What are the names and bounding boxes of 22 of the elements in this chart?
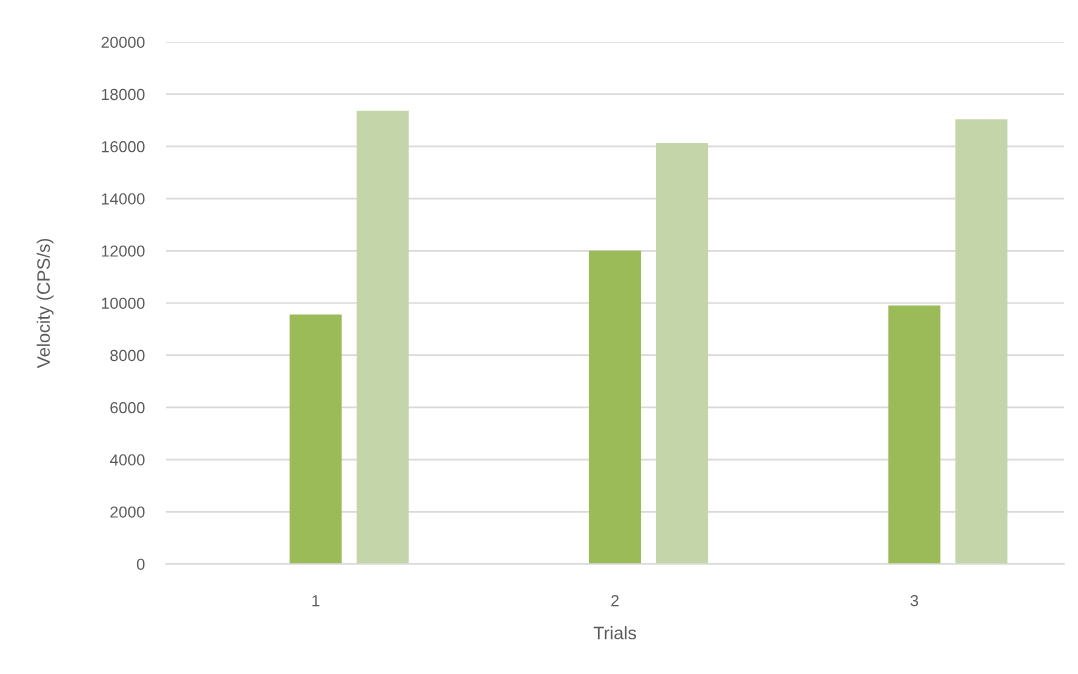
y-tick-label: 8000 [110, 349, 145, 362]
x-tick-label: 3 [910, 594, 919, 607]
x-axis-title: Trials [593, 626, 637, 640]
y-tick-label: 18000 [101, 88, 145, 101]
bar [289, 314, 342, 564]
y-tick-label: 12000 [101, 245, 145, 257]
y-tick-label: 20000 [101, 36, 145, 48]
bar [888, 305, 941, 564]
bar [356, 110, 409, 564]
bar [588, 250, 642, 564]
bar [955, 119, 1008, 564]
y-tick-label: 10000 [101, 297, 145, 309]
y-tick-label: 6000 [110, 402, 145, 414]
y-tick-label: 4000 [110, 454, 145, 466]
y-tick-label: 2000 [110, 506, 145, 518]
x-tick-label: 1 [312, 595, 320, 607]
y-tick-label: 14000 [101, 193, 145, 205]
y-tick-label: 16000 [101, 141, 145, 153]
y-tick-label: 0 [136, 558, 145, 570]
y-axis-title: Velocity (CPS/s) [36, 238, 54, 369]
x-tick-label: 2 [611, 594, 619, 607]
bar [656, 143, 709, 564]
